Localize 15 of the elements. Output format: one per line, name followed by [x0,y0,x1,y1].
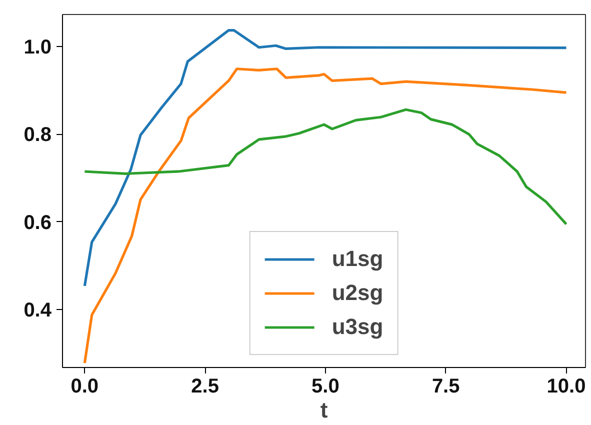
y-tick-label: 0.6 [24,212,52,234]
x-axis-title: t [320,398,328,422]
y-tick-label: 0.4 [24,300,52,322]
y-tick-label: 0.8 [24,124,52,146]
legend-label: u3sg [332,314,384,340]
legend-label: u1sg [332,246,384,272]
x-tick-label: 7.5 [432,376,460,398]
y-tick-label: 1.0 [24,36,52,59]
x-tick-label: 0.0 [70,376,99,398]
line-series [83,108,568,226]
x-tick-label: 10.0 [546,376,586,398]
x-tick-label: 2.5 [191,376,219,398]
legend-label: u2sg [332,280,384,306]
x-tick-label: 5.0 [312,376,340,398]
line-series [83,68,568,364]
